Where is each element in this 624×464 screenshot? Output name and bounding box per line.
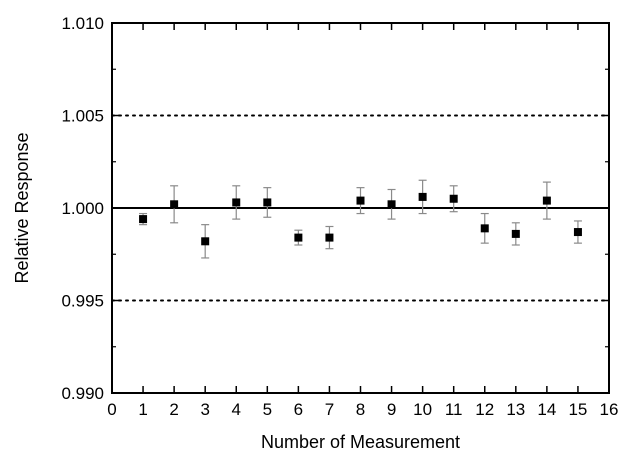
data-point [573,228,582,237]
x-tick-label: 16 [600,400,619,419]
x-tick-label: 11 [445,400,463,419]
x-tick-label: 2 [169,400,178,419]
data-point [449,194,458,203]
x-tick-label: 7 [325,400,334,419]
data-point [201,237,210,246]
data-point [294,233,303,242]
x-tick-label: 1 [138,400,147,419]
x-tick-label: 10 [413,400,432,419]
x-tick-label: 14 [537,400,556,419]
data-point [170,200,179,209]
data-point [356,196,365,205]
y-axis-ticks [112,22,609,394]
y-tick-label: 0.990 [61,384,104,403]
data-point [387,200,396,209]
data-point [511,229,520,238]
x-tick-label: 0 [107,400,116,419]
y-tick-label: 1.000 [61,199,104,218]
data-point [480,224,489,233]
data-points [139,192,582,246]
x-axis-ticks [111,23,610,393]
x-tick-label: 6 [294,400,303,419]
data-point [139,215,148,224]
x-tick-label: 8 [356,400,365,419]
y-tick-label: 1.005 [61,107,104,126]
data-point [232,198,241,207]
x-tick-label: 9 [387,400,396,419]
x-axis-tick-labels: 0 1 2 3 4 5 6 7 8 9 10 11 12 13 14 15 16 [107,400,618,419]
data-point [325,233,334,242]
data-point [542,196,551,205]
x-tick-label: 12 [475,400,494,419]
y-tick-label: 0.995 [61,292,104,311]
y-tick-label: 1.010 [61,14,104,33]
data-point [418,192,427,201]
x-axis-title: Number of Measurement [261,432,460,452]
x-tick-label: 15 [568,400,587,419]
y-axis-title: Relative Response [12,132,32,283]
y-axis-tick-labels: 0.990 0.995 1.000 1.005 1.010 [61,14,104,403]
x-tick-label: 3 [200,400,209,419]
data-point [263,198,272,207]
x-tick-label: 13 [506,400,525,419]
x-tick-label: 5 [263,400,272,419]
x-tick-label: 4 [232,400,241,419]
